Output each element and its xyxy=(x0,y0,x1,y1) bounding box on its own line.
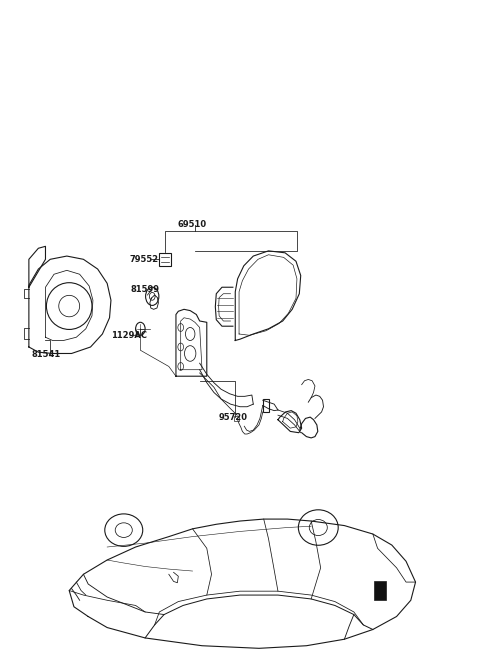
Text: 95720: 95720 xyxy=(219,413,248,422)
Text: 81599: 81599 xyxy=(131,286,160,294)
Bar xyxy=(234,416,239,421)
Text: 79552: 79552 xyxy=(130,255,159,264)
Text: 69510: 69510 xyxy=(178,220,206,229)
Bar xyxy=(263,399,269,412)
Text: 1129AC: 1129AC xyxy=(111,331,147,340)
Text: 81541: 81541 xyxy=(31,350,60,360)
Bar xyxy=(159,253,171,266)
Bar xyxy=(374,581,386,600)
